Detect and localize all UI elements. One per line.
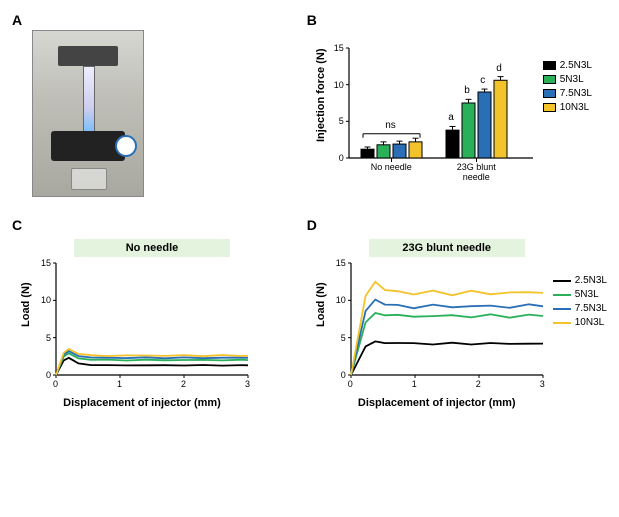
- instrument-photo: [32, 30, 144, 197]
- sig-letter: d: [496, 63, 502, 74]
- panel-b-label: B: [307, 12, 317, 28]
- panel-d-legend: 2.5N3L 5N3L 7.5N3L 10N3L: [553, 275, 607, 409]
- panel-b-ylabel: Injection force (N): [315, 30, 327, 160]
- panel-c-chart: No needle0510150123: [32, 235, 252, 395]
- panel-a: A: [12, 12, 297, 197]
- chart-title: No needle: [74, 239, 230, 257]
- sig-letter: a: [448, 112, 454, 123]
- panel-a-label: A: [12, 12, 22, 28]
- panel-d: D Load (N) 23G blunt needle0510150123 Di…: [307, 217, 607, 409]
- panel-c-wrap: Load (N) No needle0510150123 Displacemen…: [20, 235, 297, 409]
- legend-item: 10N3L: [543, 102, 592, 113]
- panel-c-ylabel: Load (N): [20, 235, 32, 375]
- legend-item: 5N3L: [553, 289, 607, 300]
- legend-item: 5N3L: [543, 74, 592, 85]
- sig-letter: b: [464, 85, 470, 96]
- legend-item: 2.5N3L: [543, 60, 592, 71]
- group-label: No needle: [361, 162, 422, 172]
- sig-ns: ns: [385, 120, 396, 131]
- panel-d-xlabel: Displacement of injector (mm): [327, 397, 547, 409]
- photo-syringe: [83, 66, 95, 138]
- legend-item: 2.5N3L: [553, 275, 607, 286]
- chart-title: 23G blunt needle: [369, 239, 525, 257]
- photo-badge: [115, 135, 137, 157]
- group-label: 23G blunt needle: [446, 162, 507, 182]
- panel-d-chart: 23G blunt needle0510150123: [327, 235, 547, 395]
- legend-item: 7.5N3L: [553, 303, 607, 314]
- photo-jar: [71, 168, 107, 190]
- panel-d-label: D: [307, 217, 317, 233]
- figure-grid: A B Injection force (N) 051015No needlea…: [12, 12, 607, 409]
- sig-letter: c: [480, 75, 485, 86]
- panel-c-label: C: [12, 217, 22, 233]
- panel-b-wrap: Injection force (N) 051015No needleabcd2…: [315, 30, 607, 180]
- panel-b-chart: 051015No needleabcd23G blunt needlens: [327, 30, 537, 180]
- photo-fixture: [58, 46, 118, 66]
- legend-item: 7.5N3L: [543, 88, 592, 99]
- panel-c-xlabel: Displacement of injector (mm): [32, 397, 252, 409]
- photo-clamp: [51, 131, 125, 161]
- panel-d-ylabel: Load (N): [315, 235, 327, 375]
- panel-d-wrap: Load (N) 23G blunt needle0510150123 Disp…: [315, 235, 607, 409]
- panel-b: B Injection force (N) 051015No needleabc…: [307, 12, 607, 197]
- legend-item: 10N3L: [553, 317, 607, 328]
- panel-b-legend: 2.5N3L 5N3L 7.5N3L 10N3L: [543, 60, 592, 180]
- panel-c: C Load (N) No needle0510150123 Displacem…: [12, 217, 297, 409]
